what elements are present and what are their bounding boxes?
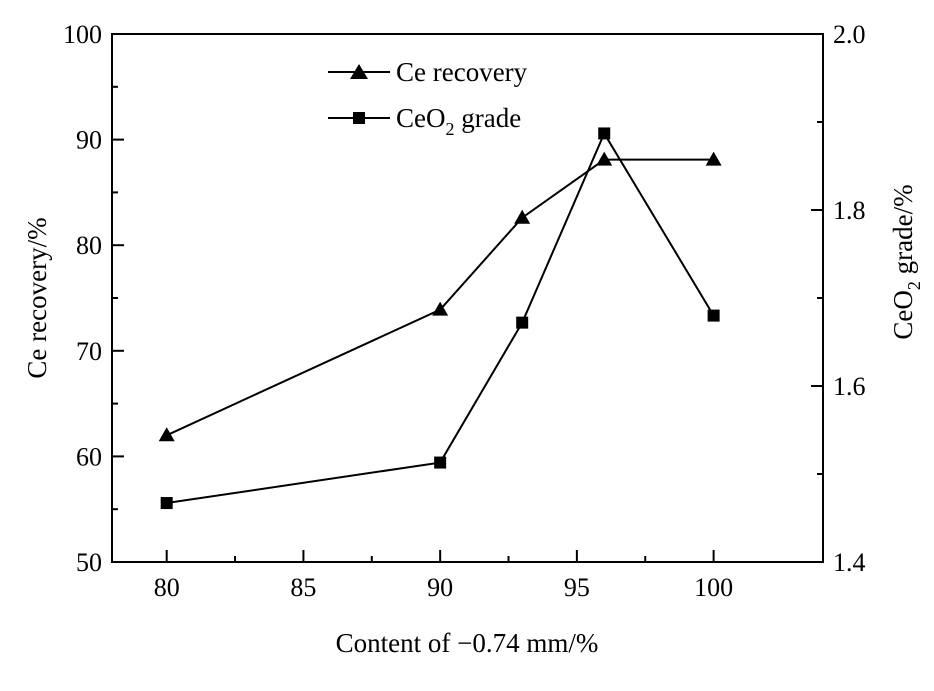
left-y-axis-title: Ce recovery/%	[22, 217, 52, 378]
x-tick-label: 80	[154, 573, 180, 602]
ticks-layer: 80 85 90 95 100 50 60 70 80 90 100 1.4 1.6 1.8 2.0	[63, 20, 866, 602]
right-y-axis-title-subscript: 2	[904, 281, 924, 290]
right-y-tick-label: 1.4	[833, 548, 866, 577]
ceo2-grade-point	[516, 316, 529, 329]
ce-recovery-point	[432, 301, 449, 316]
ce-recovery-point	[514, 209, 531, 224]
left-y-tick-label: 50	[76, 548, 102, 577]
left-y-tick-label: 90	[76, 126, 102, 155]
left-y-tick-label: 70	[76, 337, 102, 366]
left-y-tick-label: 60	[76, 442, 102, 471]
x-tick-label: 100	[694, 573, 733, 602]
legend-square-marker-icon	[353, 112, 365, 124]
ceo2-grade-point	[434, 456, 447, 469]
ceo2-grade-point	[598, 127, 611, 140]
legend-ceo2-grade-subscript: 2	[446, 119, 455, 139]
legend-ceo2-grade-part-3: grade	[455, 103, 522, 133]
legend: Ce recovery CeO2 grade	[328, 57, 528, 139]
legend-ceo2-grade-part-1: CeO	[396, 103, 446, 133]
series-layer	[158, 127, 722, 510]
right-y-tick-label: 1.6	[833, 372, 866, 401]
right-y-axis-title-part-3: grade/%	[888, 184, 918, 281]
legend-ceo2-grade-label: CeO2 grade	[396, 103, 521, 139]
right-y-axis-title: CeO2 grade/%	[888, 184, 924, 339]
ce-recovery-point	[705, 151, 722, 166]
right-y-tick-label: 1.8	[833, 196, 866, 225]
x-tick-label: 85	[290, 573, 316, 602]
ce-recovery-point	[158, 427, 175, 442]
ce-recovery-line	[166, 158, 714, 437]
right-y-tick-label: 2.0	[833, 20, 866, 49]
ce-recovery-point	[596, 151, 613, 166]
left-y-tick-label: 100	[63, 20, 102, 49]
x-tick-label: 90	[427, 573, 453, 602]
legend-ce-recovery-label: Ce recovery	[396, 57, 528, 87]
x-tick-label: 95	[564, 573, 590, 602]
x-axis-title: Content of −0.74 mm/%	[336, 628, 599, 658]
ceo2-grade-line	[166, 131, 715, 505]
right-y-axis-title-part-1: CeO	[888, 290, 918, 340]
legend-triangle-marker-icon	[350, 64, 368, 79]
ceo2-grade-point	[160, 497, 173, 510]
ceo2-grade-point	[707, 309, 720, 322]
left-y-tick-label: 80	[76, 231, 102, 260]
